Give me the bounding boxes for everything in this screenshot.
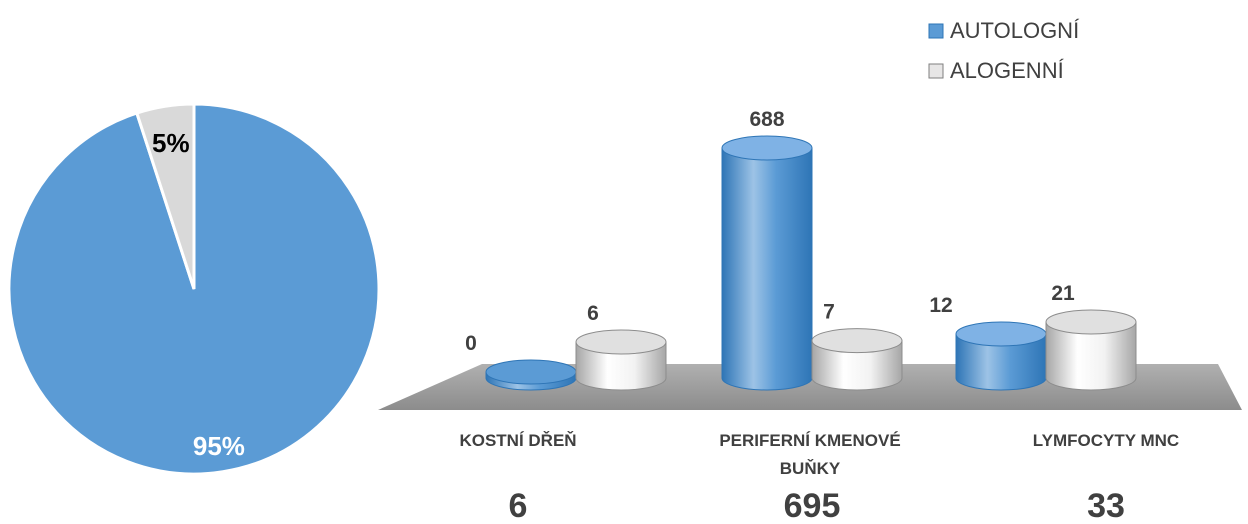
legend-item-autologni: AUTOLOGNÍ <box>929 18 1080 43</box>
category-label: LYMFOCYTY MNC <box>1033 431 1179 450</box>
bar <box>722 148 812 390</box>
legend: AUTOLOGNÍ ALOGENNÍ <box>929 18 1080 83</box>
category-total: 695 <box>784 487 841 524</box>
legend-item-alogenni: ALOGENNÍ <box>929 58 1065 83</box>
legend-label-autologni: AUTOLOGNÍ <box>950 18 1080 43</box>
bar-top <box>486 360 576 384</box>
legend-swatch-autologni <box>929 24 943 38</box>
category-total: 6 <box>509 487 528 524</box>
bar-top <box>576 330 666 354</box>
bar-chart: 0 6 688 7 12 21 <box>465 108 1136 390</box>
bar-value-label: 6 <box>587 302 599 325</box>
legend-label-alogenni: ALOGENNÍ <box>950 58 1065 83</box>
category-labels: KOSTNÍ DŘEŇ PERIFERNÍ KMENOVÉ BUŇKY LYMF… <box>459 431 1179 478</box>
category-total: 33 <box>1087 487 1125 524</box>
category-label: PERIFERNÍ KMENOVÉ <box>719 431 900 450</box>
pie-slice-label: 5% <box>152 128 190 158</box>
bar-value-label: 21 <box>1051 282 1075 305</box>
bar-top <box>812 329 902 353</box>
bar-top <box>1046 310 1136 334</box>
category-totals: 6 695 33 <box>509 487 1125 524</box>
pie-chart: 95% 5% <box>9 104 379 474</box>
bar-value-label: 7 <box>823 301 835 324</box>
legend-swatch-alogenni <box>929 64 943 78</box>
category-label: BUŇKY <box>780 459 841 478</box>
bar-top <box>722 136 812 160</box>
bar-value-label: 688 <box>749 108 784 131</box>
bar-value-label: 12 <box>929 294 952 317</box>
pie-slice-label: 95% <box>193 431 245 461</box>
bar-value-label: 0 <box>465 332 477 355</box>
category-label: KOSTNÍ DŘEŇ <box>459 431 576 450</box>
bar-top <box>956 322 1046 346</box>
